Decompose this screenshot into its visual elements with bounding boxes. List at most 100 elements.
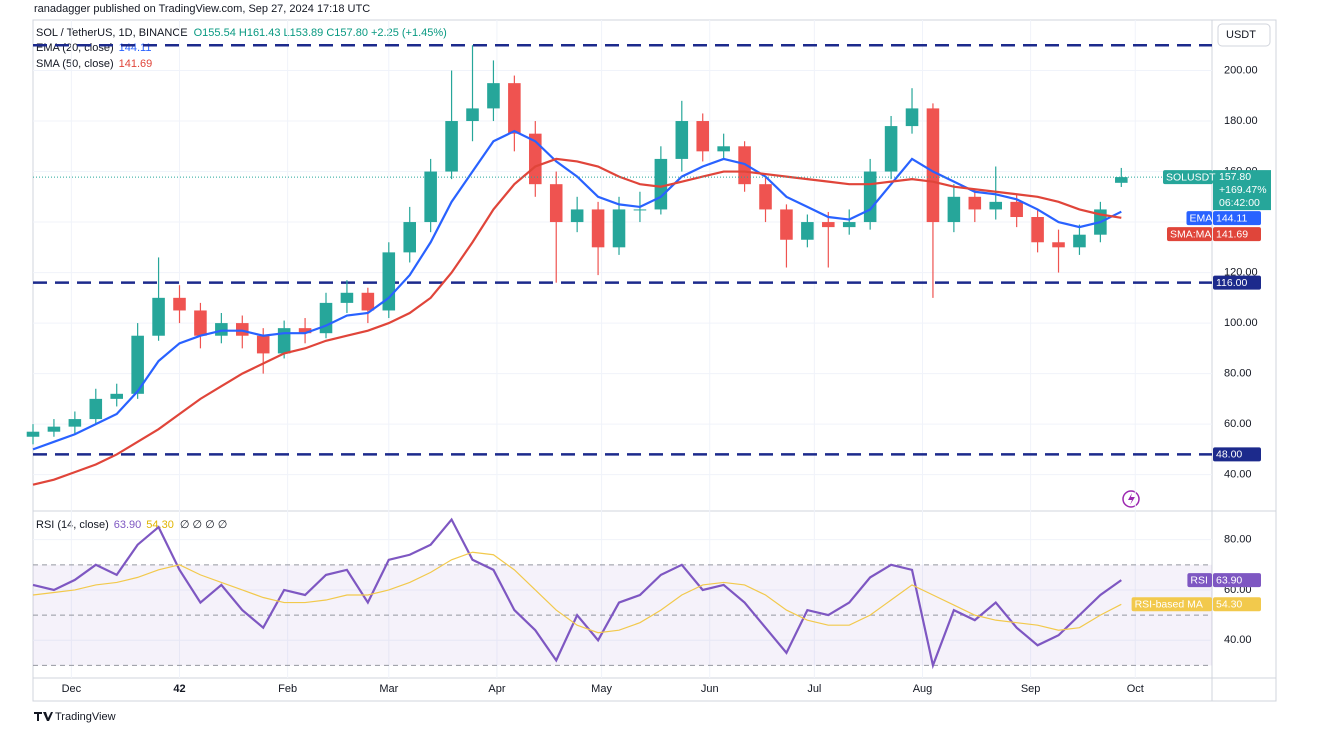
currency-label[interactable]: USDT <box>1226 29 1256 41</box>
indicator-value-tag: 144.11 <box>1216 212 1247 224</box>
candle-body <box>633 209 647 211</box>
x-tick-label: Aug <box>913 683 933 695</box>
grid-layer <box>33 20 1212 678</box>
rsi-name: RSI (14, close) <box>36 519 109 531</box>
candle-body <box>842 222 856 228</box>
last-price-change: +169.47% <box>1219 184 1267 196</box>
candle-body <box>612 209 626 248</box>
candle-body <box>298 328 312 334</box>
y-tick-label: 120.00 <box>1224 266 1258 278</box>
rsi-value: 63.90 <box>114 519 142 531</box>
candle-body <box>947 196 961 223</box>
indicator-line <box>32 157 1122 486</box>
candle-body <box>47 426 61 432</box>
x-tick-label: Jul <box>807 683 821 695</box>
sma-legend: SMA (50, close) 141.69 <box>36 58 152 70</box>
indicator-name-tag-bg <box>1186 211 1212 226</box>
last-price-countdown: 06:42:00 <box>1219 197 1260 209</box>
candle-body <box>466 108 479 122</box>
x-tick-label: Feb <box>278 683 297 695</box>
sma-value: 141.69 <box>119 58 153 70</box>
indicator-name-tag: EMA <box>1190 212 1213 224</box>
candle-body <box>968 196 982 210</box>
x-tick-label: Dec <box>62 683 82 695</box>
x-tick-label: Mar <box>379 683 398 695</box>
sma-name: SMA (50, close) <box>36 58 114 70</box>
candle-body <box>152 297 165 336</box>
level-tag: 48.00 <box>1216 449 1242 461</box>
candle-body <box>1115 177 1128 183</box>
candle-body <box>256 335 270 354</box>
indicator-name-tag: SMA:MA <box>1170 228 1211 240</box>
indicator-value-tag-bg <box>1213 227 1261 242</box>
candle-body <box>361 292 375 311</box>
rsi-legend: RSI (14, close) 63.90 54.30 ∅ ∅ ∅ ∅ <box>36 519 227 531</box>
candle-body <box>591 209 605 248</box>
tv-logo <box>34 712 53 721</box>
rsi-extra: ∅ ∅ ∅ ∅ <box>180 519 228 531</box>
candle-body <box>26 431 40 437</box>
candle-body <box>549 184 563 223</box>
chart-frame <box>32 19 1277 702</box>
candle-body <box>926 108 940 223</box>
rsi-value-tag: 54.30 <box>1216 599 1242 611</box>
symbol: SOL / TetherUS, 1D, BINANCE <box>36 27 188 39</box>
x-tick-label: 42 <box>173 683 185 695</box>
candle-body <box>905 108 919 127</box>
candle-body <box>780 209 793 240</box>
candle-body <box>424 171 437 223</box>
candle-body <box>570 209 584 223</box>
level-tag: 116.00 <box>1216 277 1247 289</box>
candle-body <box>717 146 730 152</box>
currency-button[interactable] <box>1217 23 1271 47</box>
level-tag-bg <box>1213 447 1261 462</box>
symbol-legend: SOL / TetherUS, 1D, BINANCE O155.54 H161.… <box>36 27 447 39</box>
candle-body <box>508 83 521 134</box>
rsi-value-tag: 63.90 <box>1216 574 1242 586</box>
ema-legend: EMA (20, close) 144.11 <box>36 42 151 54</box>
y-tick-label: 100.00 <box>1224 317 1258 329</box>
y-tick-label: 80.00 <box>1224 368 1252 380</box>
x-tick-label: Apr <box>488 683 505 695</box>
candle-body <box>884 126 898 172</box>
candle-body <box>110 393 123 399</box>
symbol-tag-bg <box>1163 170 1213 185</box>
x-tick-label: May <box>591 683 612 695</box>
footer-brand: TradingView <box>55 711 116 723</box>
rsi-name-tag-bg <box>1131 597 1212 612</box>
ema-name: EMA (20, close) <box>36 42 114 54</box>
candle-body <box>487 83 500 109</box>
candle-body <box>340 292 354 303</box>
candle-body <box>89 398 103 420</box>
y-tick-label: 200.00 <box>1224 64 1258 76</box>
alert-bolt <box>1128 493 1135 505</box>
candle-body <box>131 335 144 394</box>
last-price-value: 157.80 <box>1219 171 1251 183</box>
candle-body <box>68 419 82 427</box>
candle-body <box>173 297 186 311</box>
candle-body <box>801 222 814 240</box>
candle-body <box>1010 201 1023 218</box>
candle-body <box>403 222 417 253</box>
symbol-tag: SOLUSDT <box>1166 171 1216 183</box>
x-tick-label: Sep <box>1021 683 1041 695</box>
candle-body <box>654 158 668 210</box>
indicator-line <box>32 129 1122 451</box>
candle-body <box>529 133 542 185</box>
rsi-ma-value: 54.30 <box>146 519 174 531</box>
y-tick-label: 40.00 <box>1224 469 1252 481</box>
candle-body <box>822 222 835 228</box>
candle-body <box>236 323 249 336</box>
candle-body <box>989 201 1003 210</box>
candle-body <box>215 323 228 336</box>
y-tick-label: 180.00 <box>1224 115 1258 127</box>
candle-body <box>194 310 207 336</box>
candle-body <box>445 121 458 172</box>
y-tick-label: 80.00 <box>1224 534 1252 546</box>
rsi-line <box>32 551 1122 634</box>
y-tick-label: 60.00 <box>1224 418 1252 430</box>
indicator-name-tag-bg <box>1167 227 1212 242</box>
rsi-line <box>32 517 1122 670</box>
y-tick-label: 40.00 <box>1224 634 1252 646</box>
